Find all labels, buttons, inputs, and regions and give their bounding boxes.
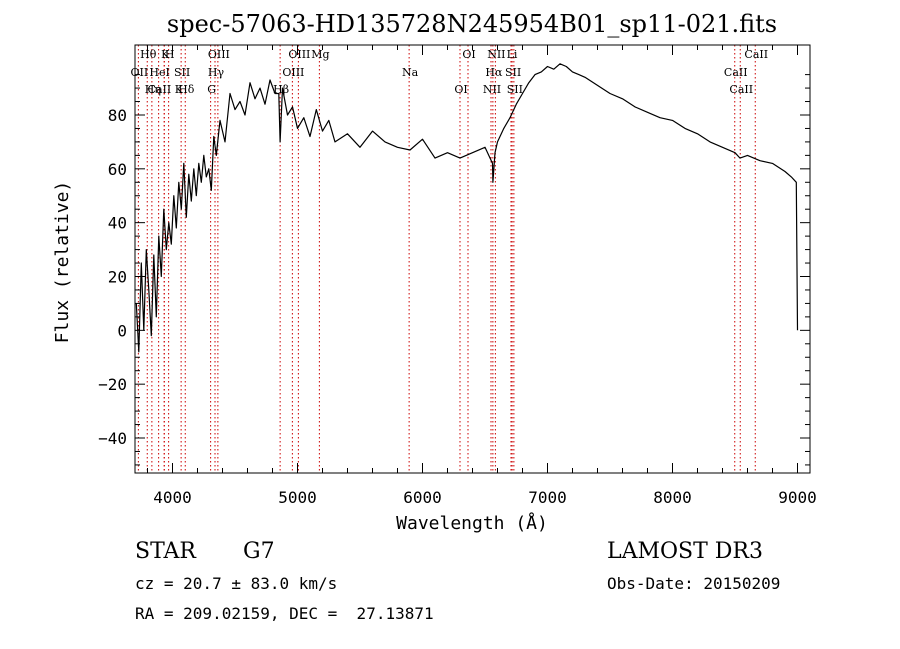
x-tick-label-3: 7000 xyxy=(528,488,567,507)
line-marker-label-15: Mg xyxy=(311,48,329,61)
line-marker-label-25: CaII xyxy=(724,66,748,79)
line-marker-label-13: OIII xyxy=(282,66,304,79)
line-marker-label-23: SII xyxy=(507,83,523,96)
survey-name: LAMOST DR3 xyxy=(607,539,763,564)
line-marker-label-6: H xyxy=(165,48,175,61)
y-tick-label-4: 40 xyxy=(108,214,127,233)
line-marker-label-2: CaII K xyxy=(148,83,184,96)
line-marker-label-16: Na xyxy=(402,66,419,79)
y-tick-label-6: 80 xyxy=(108,106,127,125)
spectral-subclass: G7 xyxy=(243,539,275,564)
line-marker-label-24: Li xyxy=(507,48,518,61)
x-tick-label-4: 8000 xyxy=(653,488,692,507)
line-marker-label-20: NII xyxy=(483,83,501,96)
line-marker-label-22: SII xyxy=(505,66,521,79)
x-tick-label-2: 6000 xyxy=(403,488,442,507)
line-marker-label-4: HeI xyxy=(149,66,169,79)
line-marker-label-7: SII xyxy=(174,66,190,79)
line-marker-label-17: OI xyxy=(454,83,467,96)
observation-date: Obs-Date: 20150209 xyxy=(607,574,781,593)
line-marker-label-18: OI xyxy=(462,48,475,61)
spectrum-line xyxy=(135,63,799,353)
x-tick-label-1: 5000 xyxy=(278,488,317,507)
object-type: STAR xyxy=(135,539,196,564)
chart-title: spec-57063-HD135728N245954B01_sp11-021.f… xyxy=(167,10,777,38)
line-marker-label-12: OIII xyxy=(288,48,310,61)
y-tick-label-1: −20 xyxy=(98,375,127,394)
line-marker-label-11: G xyxy=(207,83,216,96)
line-marker-label-27: CaII xyxy=(744,48,768,61)
y-tick-label-0: −40 xyxy=(98,429,127,448)
line-marker-label-0: Hθ xyxy=(140,48,157,61)
y-tick-label-5: 60 xyxy=(108,160,127,179)
x-tick-label-5: 9000 xyxy=(778,488,817,507)
plot-frame xyxy=(134,44,811,474)
ra-dec-coordinates: RA = 209.02159, DEC = 27.13871 xyxy=(135,604,434,623)
y-tick-label-2: 0 xyxy=(117,321,127,340)
line-marker-label-10: Hγ xyxy=(208,66,225,79)
x-axis-label: Wavelength (Å) xyxy=(396,512,548,534)
line-marker-label-21: NII xyxy=(487,48,505,61)
x-tick-label-0: 4000 xyxy=(153,488,192,507)
line-marker-label-19: Hα xyxy=(485,66,503,79)
plot-area: Hθ OII CaII K K HeI Hη H SII Hδ OIII Hγ G OIII OIII Hβ… xyxy=(98,44,817,507)
line-marker-label-1: OII xyxy=(131,66,149,79)
y-axis-label: Flux (relative) xyxy=(52,181,73,344)
line-marker-label-5: Hη xyxy=(145,83,161,96)
line-marker-label-14: Hβ xyxy=(273,83,289,96)
line-marker-label-9: OIII xyxy=(208,48,230,61)
y-tick-label-3: 20 xyxy=(108,267,127,286)
redshift-velocity: cz = 20.7 ± 83.0 km/s xyxy=(135,574,338,593)
line-marker-label-8: Hδ xyxy=(178,83,195,96)
line-marker-label-3: K xyxy=(161,48,170,61)
line-marker-label-26: CaII xyxy=(729,83,753,96)
